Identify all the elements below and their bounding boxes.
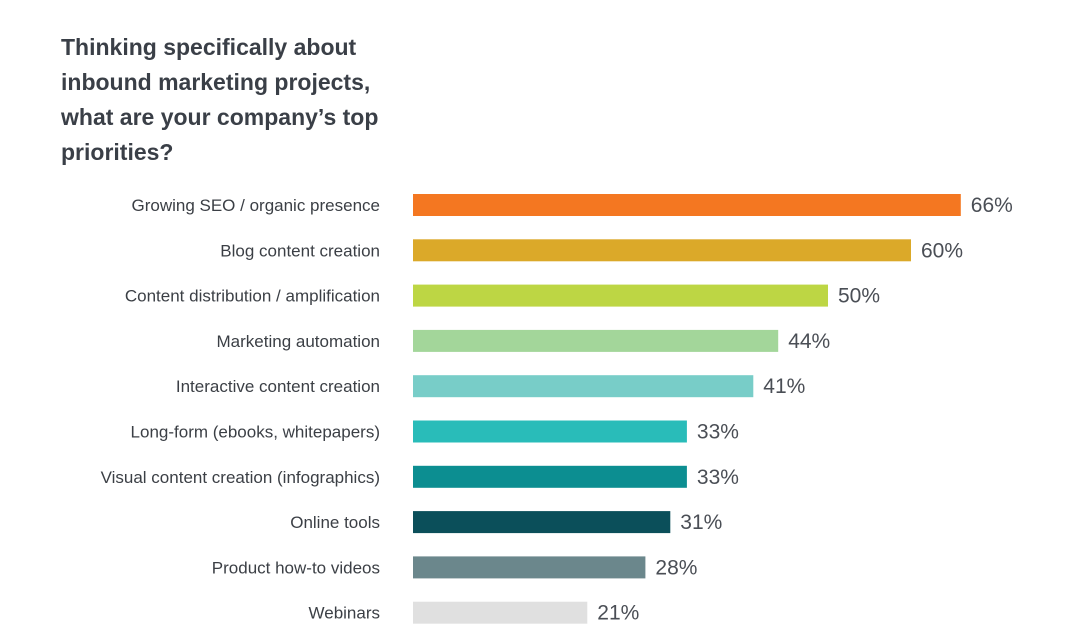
bar [413,420,687,443]
value-label: 33% [697,466,739,489]
category-label: Long-form (ebooks, whitepapers) [131,423,380,442]
bar [413,329,779,352]
value-label: 28% [655,556,697,579]
value-label: 66% [971,194,1013,217]
bar [413,375,754,398]
bar [413,284,828,307]
value-label: 44% [788,330,830,353]
value-label: 33% [697,421,739,444]
category-label: Product how-to videos [212,558,380,577]
category-label: Growing SEO / organic presence [131,196,380,215]
category-label: Online tools [290,513,380,532]
bar [413,511,671,534]
category-label: Blog content creation [220,241,380,260]
bar [413,465,687,488]
bar [413,556,646,579]
category-label: Webinars [309,604,381,623]
value-label: 50% [838,285,880,308]
value-label: 60% [921,239,963,262]
chart-title: Thinking specifically about inbound mark… [61,34,379,165]
category-label: Marketing automation [217,332,380,351]
category-label: Content distribution / amplification [125,287,380,306]
bar [413,601,588,624]
value-label: 41% [763,375,805,398]
value-label: 21% [597,602,639,625]
value-label: 31% [680,511,722,534]
category-label: Visual content creation (infographics) [101,468,380,487]
bar [413,194,961,216]
bar [413,239,911,262]
category-label: Interactive content creation [176,377,380,396]
